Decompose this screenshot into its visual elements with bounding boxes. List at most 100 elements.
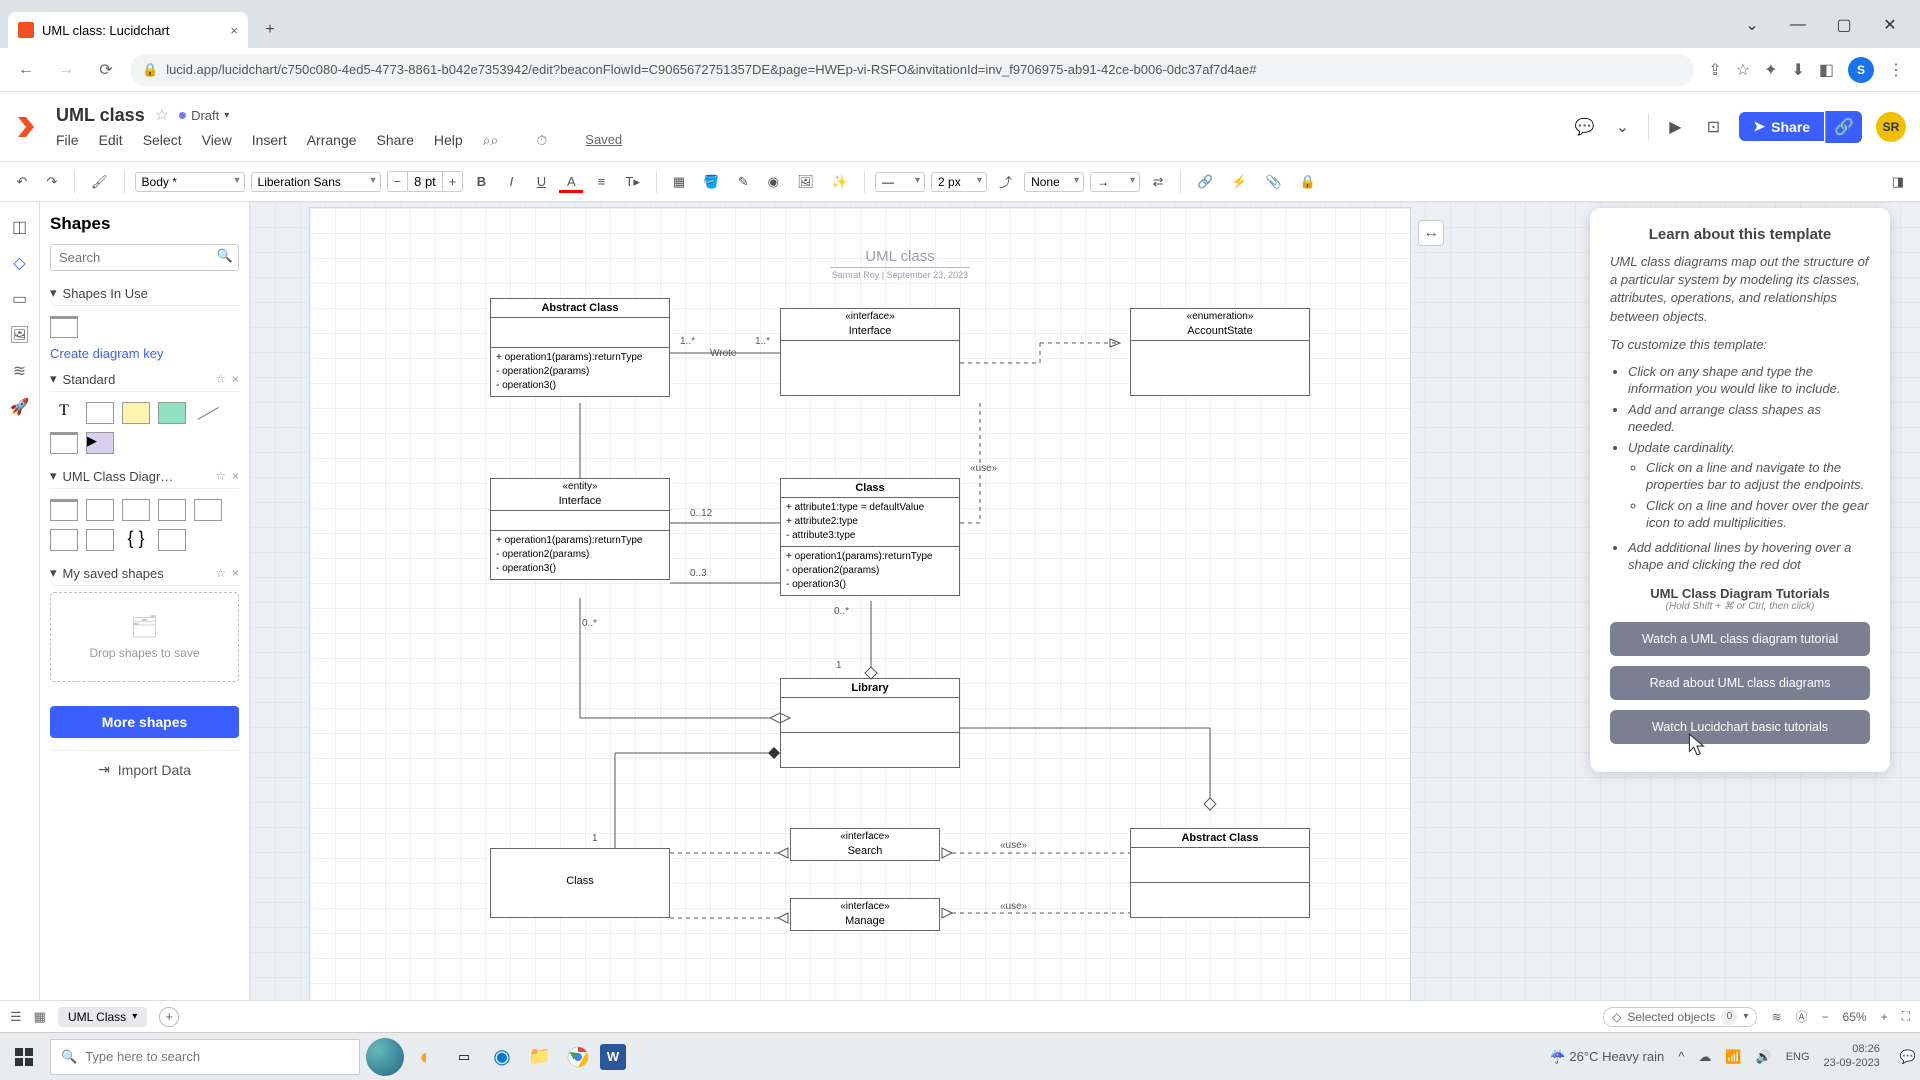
forward-button[interactable]: → — [50, 54, 82, 86]
share-link-button[interactable]: 🔗 — [1825, 111, 1862, 143]
url-field[interactable]: 🔒 lucid.app/lucidchart/c750c080-4ed5-477… — [130, 54, 1694, 86]
extensions-icon[interactable]: ✦ — [1764, 60, 1777, 80]
downloads-icon[interactable]: ⬇ — [1791, 60, 1804, 80]
bold-button[interactable]: B — [469, 170, 493, 193]
bookmark-icon[interactable]: ☆ — [1736, 60, 1750, 80]
shape-class[interactable] — [50, 529, 78, 551]
line-end-select[interactable]: → — [1090, 172, 1140, 192]
uml-class[interactable]: Class + attribute1:type = defaultValue +… — [780, 478, 960, 596]
menu-file[interactable]: File — [56, 132, 79, 149]
shape-line[interactable] — [194, 402, 222, 424]
uml-interface[interactable]: «interface» Interface — [780, 308, 960, 396]
close-icon[interactable]: × — [232, 469, 239, 483]
minimize-button[interactable]: — — [1776, 10, 1820, 40]
chevron-down-icon[interactable]: ⌄ — [1730, 10, 1774, 40]
close-icon[interactable]: × — [232, 372, 239, 386]
new-tab-button[interactable]: + — [256, 16, 284, 44]
section-saved[interactable]: ▾My saved shapes ☆ × — [50, 565, 239, 586]
volume-icon[interactable]: 🔊 — [1756, 1049, 1772, 1065]
font-size-value[interactable]: 8 pt — [407, 172, 443, 191]
panel-icon[interactable]: ◫ — [9, 216, 31, 238]
news-widget-icon[interactable] — [366, 1038, 404, 1076]
tutorial-watch-button[interactable]: Watch a UML class diagram tutorial — [1610, 622, 1870, 656]
saved-status[interactable]: Saved — [585, 132, 622, 149]
section-standard[interactable]: ▾Standard ☆ × — [50, 371, 239, 392]
shape-class[interactable] — [194, 499, 222, 521]
selected-objects-pill[interactable]: ◇ Selected objects 0 ▾ — [1603, 1007, 1757, 1027]
layer-button[interactable]: 📎 — [1259, 170, 1287, 194]
lucid-logo[interactable] — [14, 115, 38, 139]
wifi-icon[interactable]: 📶 — [1725, 1049, 1741, 1065]
grid-view-icon[interactable]: ▦ — [34, 1009, 46, 1025]
shape-class[interactable] — [86, 499, 114, 521]
shape-swatch[interactable] — [50, 316, 78, 338]
text-style-select[interactable]: Body * — [135, 172, 245, 192]
fullscreen-button[interactable]: ⛶ — [1902, 1009, 1910, 1024]
sidepanel-icon[interactable]: ◧ — [1819, 60, 1834, 80]
section-shapes-in-use[interactable]: ▾Shapes In Use — [50, 285, 239, 306]
taskbar-search[interactable]: 🔍 Type here to search — [50, 1039, 360, 1075]
align-button[interactable]: ≡ — [589, 170, 613, 193]
search-input[interactable] — [50, 244, 239, 271]
uml-abstract-class[interactable]: Abstract Class + operation1(params):retu… — [490, 298, 670, 397]
explorer-icon[interactable]: 📁 — [524, 1041, 556, 1073]
line-curve-button[interactable]: ⤴ — [993, 168, 1018, 195]
share-button[interactable]: ➤ Share — [1739, 112, 1824, 141]
line-type-select[interactable]: — — [875, 172, 925, 192]
layers-icon[interactable]: ≋ — [1771, 1010, 1781, 1024]
menu-select[interactable]: Select — [143, 132, 182, 149]
add-page-button[interactable]: + — [159, 1007, 179, 1027]
shape-class[interactable] — [158, 529, 186, 551]
canvas-page[interactable]: ↔ UML class Samrat Roy | September 23, 2… — [310, 208, 1410, 1000]
resize-handle[interactable]: ↔ — [1418, 220, 1444, 246]
close-window-button[interactable]: ✕ — [1868, 10, 1912, 40]
menu-view[interactable]: View — [202, 132, 232, 149]
shape-rect[interactable] — [86, 402, 114, 424]
uml-enumeration[interactable]: «enumeration» AccountState — [1130, 308, 1310, 396]
drop-zone[interactable]: 🗂 Drop shapes to save — [50, 592, 239, 682]
search-icon[interactable]: 🔍 — [217, 248, 233, 264]
line-start-select[interactable]: None — [1024, 172, 1084, 192]
list-view-icon[interactable]: ☰ — [10, 1009, 22, 1025]
uml-abstract-class[interactable]: Abstract Class — [1130, 828, 1310, 918]
language-indicator[interactable]: ENG — [1786, 1051, 1810, 1063]
panel-toggle-button[interactable]: ◨ — [1886, 170, 1910, 194]
shape-table[interactable] — [50, 432, 78, 454]
uml-search[interactable]: «interface» Search — [790, 828, 940, 861]
edge-icon[interactable]: ◉ — [486, 1041, 518, 1073]
task-view-icon[interactable]: ▭ — [448, 1041, 480, 1073]
notifications-icon[interactable]: 💬 — [1900, 1049, 1916, 1065]
browser-tab[interactable]: UML class: Lucidchart × — [8, 12, 248, 48]
line-width-select[interactable]: 2 px — [931, 172, 987, 192]
zoom-in-button[interactable]: + — [1881, 1010, 1888, 1024]
magic-button[interactable]: ✨ — [826, 170, 854, 194]
shape-text[interactable]: T — [50, 402, 78, 424]
menu-insert[interactable]: Insert — [252, 132, 287, 149]
import-data-button[interactable]: ⇥ Import Data — [50, 750, 239, 788]
tutorial-basic-button[interactable]: Watch Lucidchart basic tutorials — [1610, 710, 1870, 744]
line-jump-button[interactable]: ⇄ — [1146, 170, 1170, 194]
chrome-icon[interactable] — [562, 1041, 594, 1073]
data-icon[interactable]: ≋ — [9, 360, 31, 382]
redo-button[interactable]: ↷ — [40, 170, 64, 194]
shape-class[interactable] — [158, 499, 186, 521]
lock-button[interactable]: 🔒 — [1294, 170, 1322, 194]
canvas-area[interactable]: ↔ UML class Samrat Roy | September 23, 2… — [250, 202, 1920, 1000]
underline-button[interactable]: U — [529, 170, 553, 193]
shape-class[interactable] — [50, 499, 78, 521]
menu-edit[interactable]: Edit — [99, 132, 123, 149]
pin-icon[interactable]: ☆ — [215, 372, 226, 386]
shape-class[interactable] — [122, 499, 150, 521]
menu-arrange[interactable]: Arrange — [307, 132, 357, 149]
image-gallery-icon[interactable]: 🖼 — [9, 324, 31, 346]
draft-status[interactable]: Draft ▾ — [179, 108, 229, 123]
doc-title[interactable]: UML class — [56, 105, 145, 126]
shape-block[interactable] — [158, 402, 186, 424]
shape-options-button[interactable]: ◉ — [761, 170, 785, 194]
text-options-button[interactable]: T▸ — [619, 170, 645, 194]
present-icon[interactable]: ▶ — [1663, 115, 1687, 139]
font-size-decrement[interactable]: − — [388, 172, 408, 191]
start-button[interactable] — [4, 1037, 44, 1077]
shape-note[interactable] — [122, 402, 150, 424]
search-templates-icon[interactable]: ⌕⌕ — [483, 132, 499, 149]
